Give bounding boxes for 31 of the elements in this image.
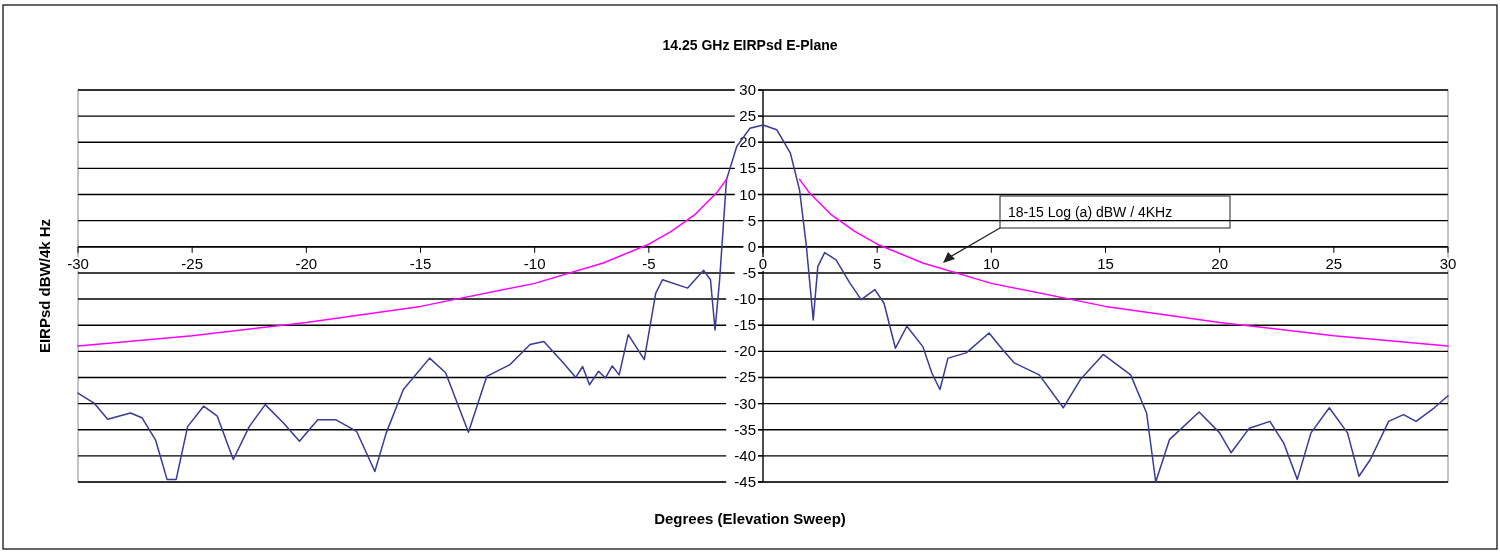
x-tick-label: -15 [409,254,432,272]
x-axis-title: Degrees (Elevation Sweep) [654,510,846,527]
x-tick-label: 15 [1097,254,1114,272]
x-tick-label: -20 [295,254,318,272]
y-tick-label: 15 [739,159,756,177]
y-axis-title: EIRPsd dBW/4k Hz [36,218,53,354]
x-tick-label: 30 [1439,254,1457,272]
y-tick-label: -15 [734,316,756,334]
y-tick-label: 30 [739,81,756,98]
y-tick-label: -40 [734,446,756,464]
y-tick-label: 20 [739,133,756,151]
y-tick-label: 5 [747,211,756,229]
y-tick-label: 0 [747,237,756,255]
x-tick-label: -30 [67,254,89,272]
x-tick-label: 20 [1211,254,1229,272]
x-tick-label: -5 [642,254,656,272]
y-tick-label: 10 [739,185,756,203]
x-tick-label: 5 [872,254,882,272]
annotation: 18-15 Log (a) dBW / 4KHz [1008,204,1173,220]
y-tick-label: -10 [734,290,756,308]
y-tick-label: -20 [734,342,756,360]
y-tick-label: -35 [734,420,756,438]
y-tick-label: -30 [734,394,756,412]
chart-title: 14.25 GHz EIRPsd E-Plane [662,37,838,53]
x-tick-label: -10 [523,254,546,272]
x-tick-label: 10 [982,254,1000,272]
y-tick-label: -25 [734,368,756,386]
x-tick-label: 25 [1325,254,1343,272]
x-tick-label: -25 [181,254,204,272]
y-tick-label: 25 [739,107,756,125]
y-tick-label: -45 [734,473,756,490]
